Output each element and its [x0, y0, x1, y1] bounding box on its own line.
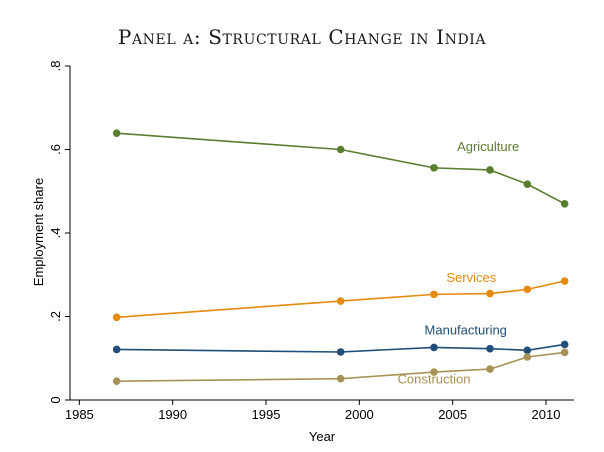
x-tick-label: 2005: [438, 407, 467, 422]
construction-point: [560, 348, 569, 357]
manufacturing-point: [486, 344, 494, 353]
y-tick-label: .6: [48, 144, 63, 155]
series-services: [112, 277, 569, 322]
series-construction: [112, 348, 569, 386]
y-tick-label: 0: [48, 396, 63, 403]
manufacturing-point: [336, 348, 345, 356]
agriculture-point: [336, 145, 345, 154]
x-tick-label: 1985: [65, 407, 94, 422]
services-point: [560, 277, 569, 285]
x-tick-label: 2010: [532, 407, 561, 422]
services-point: [430, 290, 438, 299]
x-tick-label: 1995: [252, 407, 281, 422]
series-manufacturing: [112, 340, 569, 356]
manufacturing-line: [116, 343, 565, 353]
services-label: Services: [446, 270, 496, 285]
chart-title: Panel a: Structural Change in India: [118, 25, 487, 49]
y-axis-title: Employment share: [31, 178, 46, 286]
series-layer: [112, 129, 569, 386]
services-point: [486, 289, 494, 298]
annotation-layer: Agriculture Services Manufacturing Construc…: [398, 139, 520, 387]
services-line: [116, 280, 565, 319]
x-tick-label: 2000: [345, 407, 374, 422]
axes: 1985 1990 1995 2000 2005 2010 0 .2 .4 .6 .8: [48, 61, 574, 422]
construction-point: [336, 374, 345, 383]
agriculture-line: [116, 132, 566, 205]
construction-line: [116, 351, 565, 383]
agriculture-point: [560, 199, 569, 208]
services-point: [523, 285, 532, 294]
construction-point: [430, 368, 438, 376]
construction-point: [523, 353, 532, 361]
y-tick-label: .2: [48, 311, 63, 322]
x-axis-title: Year: [309, 429, 336, 444]
construction-point: [486, 365, 494, 373]
agriculture-point: [112, 129, 121, 138]
manufacturing-point: [560, 340, 569, 349]
agriculture-point: [523, 180, 532, 188]
construction-label: Construction: [398, 372, 471, 387]
manufacturing-label: Manufacturing: [425, 322, 507, 337]
x-tick-label: 1990: [158, 407, 187, 422]
manufacturing-point: [523, 346, 532, 355]
agriculture-point: [486, 166, 494, 174]
services-point: [336, 297, 345, 305]
agriculture-label: Agriculture: [457, 139, 519, 154]
series-agriculture: [112, 129, 569, 208]
manufacturing-point: [112, 345, 121, 354]
y-tick-label: .8: [48, 61, 63, 72]
construction-point: [112, 377, 121, 386]
agriculture-point: [430, 164, 438, 172]
y-tick-label: .4: [48, 228, 63, 239]
services-point: [112, 313, 121, 322]
manufacturing-point: [430, 343, 438, 352]
